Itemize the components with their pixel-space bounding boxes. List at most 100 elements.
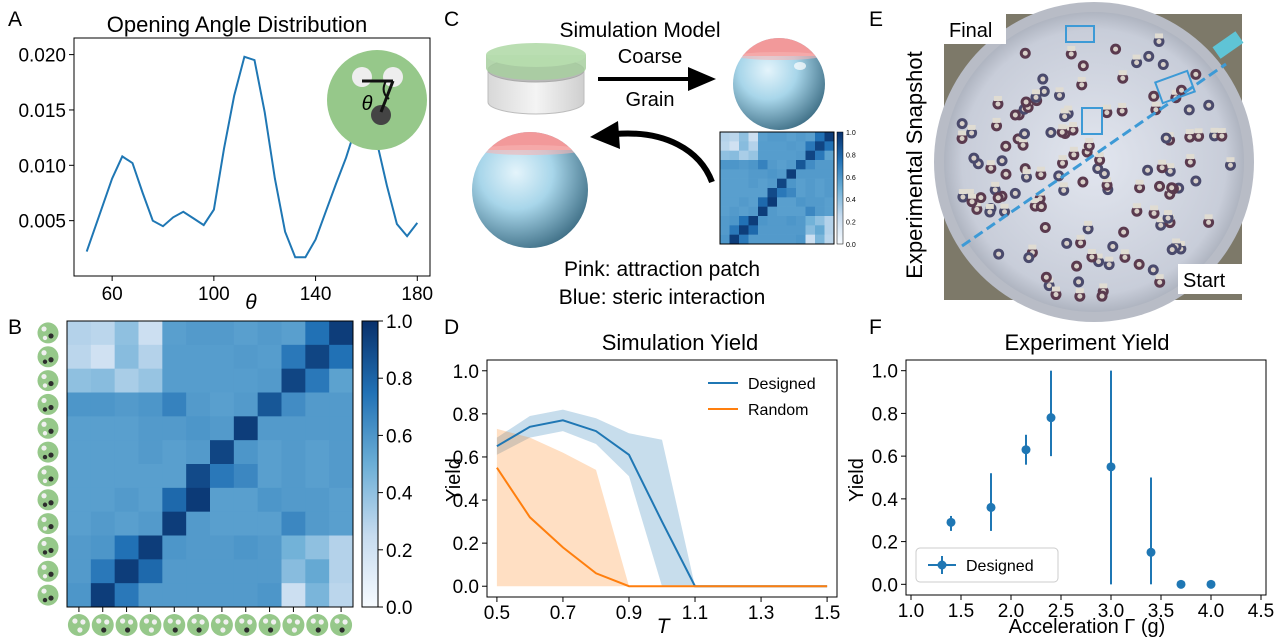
disk-particle bbox=[1216, 128, 1228, 142]
mini-heatmap-cell bbox=[805, 178, 816, 189]
disk-particle bbox=[1154, 274, 1166, 288]
mini-heatmap-cell bbox=[815, 178, 825, 189]
mini-heatmap-cell bbox=[805, 141, 816, 151]
mini-heatmap-cell bbox=[777, 132, 787, 142]
chart-f-y-tick-label: 0.4 bbox=[872, 490, 899, 511]
mini-heatmap-cell bbox=[777, 169, 787, 179]
particle-icon bbox=[37, 489, 59, 511]
disk-particle bbox=[1075, 234, 1087, 249]
mini-heatmap-cell bbox=[777, 141, 787, 151]
disk-particle bbox=[968, 152, 980, 164]
chart-a-y-tick-label: 0.020 bbox=[18, 46, 66, 67]
heatmap-cell bbox=[186, 535, 211, 560]
disk-particle bbox=[1142, 164, 1154, 176]
chart-a-y-tick-label: 0.015 bbox=[18, 101, 66, 122]
disk-particle bbox=[1203, 214, 1215, 228]
mini-heatmap-cell bbox=[805, 234, 816, 245]
heatmap-cell bbox=[138, 392, 163, 417]
heatmap-b-column-icons bbox=[67, 607, 353, 636]
heatmap-b-colorbar-ticks: 0.0 0.2 0.4 0.6 0.8 1.0 bbox=[378, 312, 413, 619]
mini-heatmap-cell bbox=[786, 206, 797, 217]
disk-particle bbox=[1143, 50, 1155, 62]
heatmap-cell bbox=[233, 487, 259, 513]
chart-d-x-tick-label: 1.1 bbox=[682, 603, 708, 624]
mini-heatmap-frame bbox=[719, 131, 835, 245]
mini-heatmap-cell bbox=[815, 188, 825, 198]
mini-heatmap-cell bbox=[796, 225, 806, 235]
mini-heatmap-cell bbox=[729, 141, 740, 151]
mini-heatmap-cell bbox=[720, 216, 730, 226]
mini-heatmap-cell bbox=[767, 141, 778, 151]
chart-d-y-tick-label: 0.4 bbox=[453, 491, 480, 512]
heatmap-cell bbox=[329, 440, 354, 465]
heatmap-cell bbox=[114, 535, 139, 560]
mini-heatmap-cell bbox=[796, 188, 806, 198]
chart-f-y-tick-label: 0.6 bbox=[872, 447, 898, 468]
particle-icon bbox=[139, 614, 162, 636]
chart-d-error-bands bbox=[496, 409, 828, 587]
disk-particle bbox=[1035, 166, 1047, 181]
mini-heatmap-cell bbox=[805, 206, 816, 217]
mini-heatmap-cell bbox=[729, 160, 740, 170]
mini-heatmap-cells bbox=[720, 132, 835, 245]
chart-d-y-tick-label: 0.6 bbox=[453, 448, 479, 469]
heatmap-cell bbox=[257, 416, 282, 441]
mini-heatmap-cell bbox=[824, 216, 835, 226]
heatmap-cell bbox=[233, 511, 259, 536]
mini-heatmap-cell bbox=[758, 178, 768, 189]
panel-c-title: Simulation Model bbox=[559, 19, 720, 42]
panel-letter-a: A bbox=[8, 8, 22, 31]
particle-icon bbox=[37, 560, 59, 582]
mini-heatmap-cell bbox=[767, 188, 778, 198]
mini-heatmap-cell bbox=[815, 234, 825, 245]
heatmap-cell bbox=[281, 344, 306, 370]
mini-heatmap-cell bbox=[786, 197, 797, 207]
mini-colorbar-tick-label: 0.0 bbox=[846, 242, 856, 249]
heatmap-cell bbox=[329, 392, 354, 417]
mini-heatmap-cell bbox=[786, 188, 797, 198]
legend-blue-text: Blue: steric interaction bbox=[559, 286, 766, 309]
mini-heatmap-cell bbox=[767, 234, 778, 245]
chart-d-x-label: T bbox=[657, 615, 672, 638]
disk-particle bbox=[1133, 258, 1145, 270]
particle-icon bbox=[37, 370, 59, 392]
panel-letter-e: E bbox=[869, 8, 883, 31]
heatmap-cell bbox=[305, 416, 330, 441]
disk-particle bbox=[1117, 70, 1129, 84]
mini-heatmap-cell bbox=[805, 160, 816, 170]
heatmap-cell bbox=[329, 344, 354, 370]
mini-heatmap-cell bbox=[767, 216, 778, 226]
heatmap-cell bbox=[257, 368, 282, 393]
mini-heatmap-cell bbox=[758, 169, 768, 179]
heatmap-cell bbox=[186, 440, 211, 465]
point-marker bbox=[986, 502, 996, 512]
heatmap-cell bbox=[114, 321, 139, 346]
disk-particle bbox=[999, 203, 1011, 218]
mini-heatmap-cell bbox=[815, 169, 825, 179]
mini-heatmap-cell bbox=[739, 141, 749, 151]
line-random bbox=[496, 467, 828, 588]
heatmap-cell bbox=[90, 487, 116, 513]
chart-f-x-tick-label: 3.5 bbox=[1148, 601, 1174, 622]
mini-heatmap-cell bbox=[805, 225, 816, 235]
heatmap-cell bbox=[257, 344, 282, 370]
mini-heatmap-cell bbox=[739, 169, 749, 179]
heatmap-cell bbox=[305, 392, 330, 417]
mini-heatmap-cell bbox=[786, 216, 797, 226]
mini-heatmap-cell bbox=[824, 234, 835, 245]
heatmap-cell bbox=[210, 511, 235, 536]
heatmap-cell bbox=[210, 392, 235, 417]
mini-colorbar-tick-label: 0.2 bbox=[846, 220, 856, 227]
disk-particle bbox=[1000, 140, 1012, 152]
mini-heatmap-cell bbox=[786, 225, 797, 235]
disk-particle bbox=[1037, 73, 1049, 85]
heatmap-cell bbox=[90, 392, 116, 417]
mini-heatmap-cell bbox=[758, 150, 768, 161]
disk-particle bbox=[1077, 176, 1089, 188]
mini-heatmap-cell bbox=[739, 225, 749, 235]
chart-f-y-ticks: 0.0 0.2 0.4 0.6 0.8 1.0 bbox=[872, 362, 906, 596]
mini-heatmap-cell bbox=[777, 234, 787, 245]
heatmap-cell bbox=[233, 440, 259, 465]
disk-particle bbox=[1076, 76, 1088, 91]
mini-heatmap-cell bbox=[815, 225, 825, 235]
